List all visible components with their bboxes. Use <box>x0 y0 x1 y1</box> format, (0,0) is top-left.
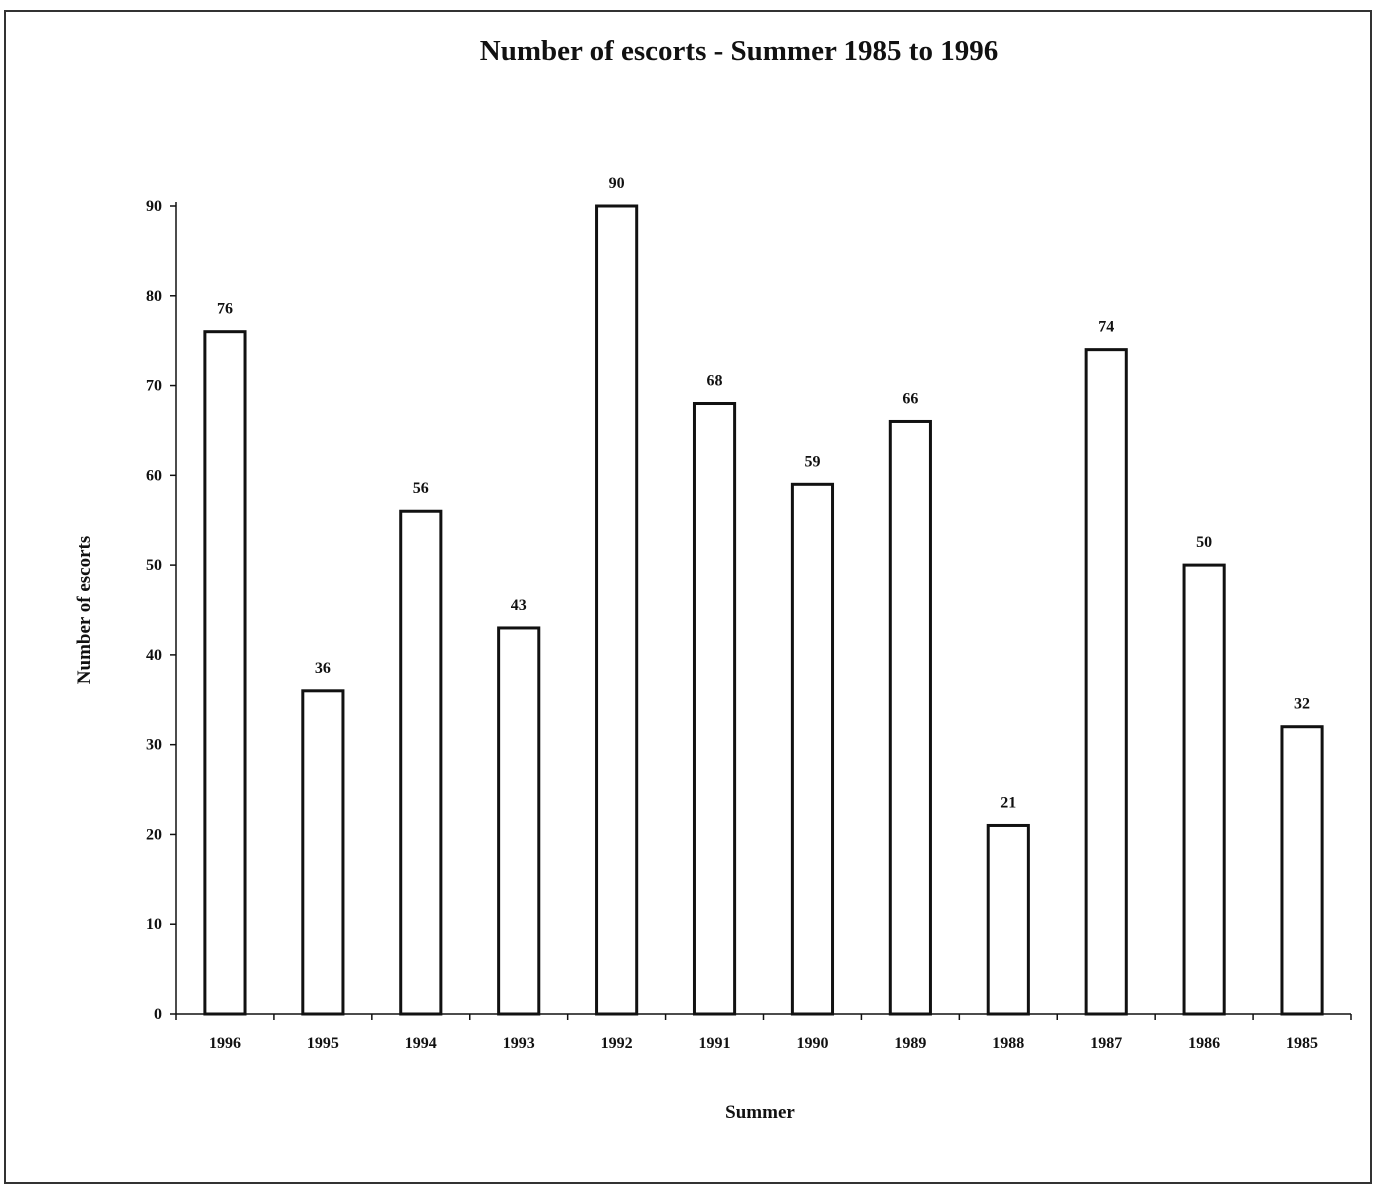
data-label-1996: 76 <box>217 301 233 318</box>
y-axis-label: Number of escorts <box>74 536 95 684</box>
bar-1990 <box>790 482 835 1016</box>
bars: 76 36 56 43 90 68 59 66 21 74 50 32 <box>203 175 1324 1016</box>
data-label-1994: 56 <box>413 480 429 497</box>
y-tick-label: 40 <box>146 647 162 664</box>
bar-1989 <box>888 419 932 1016</box>
data-label-1993: 43 <box>511 597 527 614</box>
data-label-1990: 59 <box>804 453 820 470</box>
bar-1986 <box>1182 563 1226 1016</box>
data-label-1987: 74 <box>1098 319 1114 336</box>
bar-1993 <box>497 626 541 1016</box>
data-label-1989: 66 <box>902 390 918 407</box>
bar-1994 <box>399 509 443 1016</box>
y-tick-label: 70 <box>146 378 162 395</box>
y-tick-label: 80 <box>146 288 162 305</box>
x-tick-label-1992: 1992 <box>601 1035 633 1052</box>
bar-1987 <box>1084 348 1128 1016</box>
bar-1988 <box>986 823 1030 1016</box>
y-tick-label: 90 <box>146 198 162 215</box>
x-tick-label-1985: 1985 <box>1286 1035 1318 1052</box>
x-tick-label-1993: 1993 <box>503 1035 535 1052</box>
data-label-1992: 90 <box>609 175 625 192</box>
x-axis-label: Summer <box>725 1102 795 1123</box>
y-tick-label: 10 <box>146 916 162 933</box>
chart-title: Number of escorts - Summer 1985 to 1996 <box>480 35 998 67</box>
data-label-1986: 50 <box>1196 534 1212 551</box>
x-tick-label-1989: 1989 <box>894 1035 926 1052</box>
bar-1995 <box>301 689 345 1016</box>
x-tick-label-1988: 1988 <box>992 1035 1024 1052</box>
data-label-1988: 21 <box>1000 794 1016 811</box>
data-label-1985: 32 <box>1294 696 1310 713</box>
data-label-1991: 68 <box>707 373 723 390</box>
x-tick-label-1986: 1986 <box>1188 1035 1220 1052</box>
bar-1985 <box>1280 725 1324 1016</box>
data-label-1995: 36 <box>315 660 331 677</box>
x-tick-label-1987: 1987 <box>1090 1035 1122 1052</box>
x-tick-label-1996: 1996 <box>209 1035 241 1052</box>
y-tick-label: 60 <box>146 467 162 484</box>
bar-1991 <box>692 402 737 1016</box>
y-tick-label: 50 <box>146 557 162 574</box>
axes: 0 10 20 30 40 50 60 70 80 90 1996 1995 1994 1993 1992 1… <box>146 198 1352 1052</box>
y-tick-label: 0 <box>154 1006 162 1023</box>
bar-1996 <box>203 330 247 1016</box>
x-tick-label-1995: 1995 <box>307 1035 339 1052</box>
bar-1992 <box>595 204 639 1016</box>
x-tick-label-1994: 1994 <box>405 1035 437 1052</box>
x-tick-label-1990: 1990 <box>796 1035 828 1052</box>
x-tick-label-1991: 1991 <box>699 1035 731 1052</box>
y-tick-label: 30 <box>146 737 162 754</box>
y-tick-label: 20 <box>146 826 162 843</box>
